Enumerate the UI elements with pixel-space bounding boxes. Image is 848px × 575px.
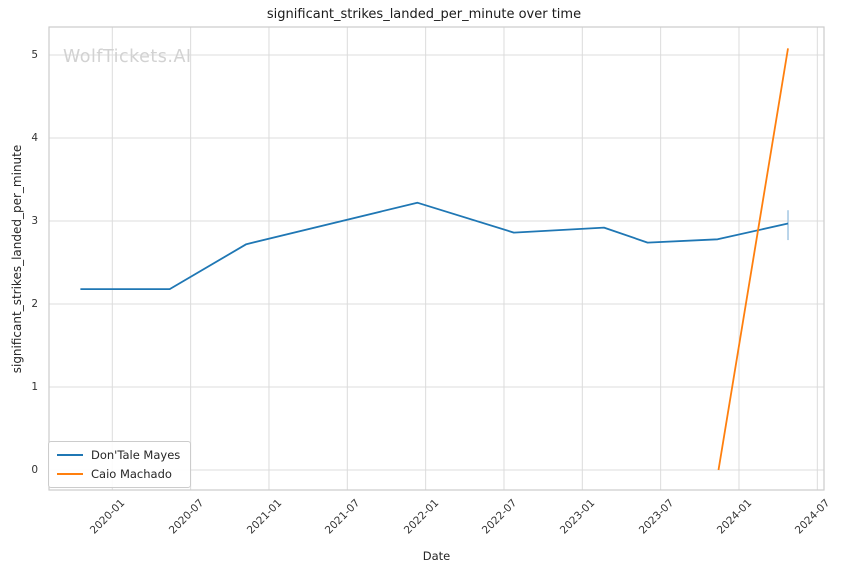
series-line-caio-machado — [717, 48, 789, 471]
y-tick-label: 3 — [31, 215, 38, 227]
plot-border — [48, 26, 825, 491]
y-tick-label: 1 — [31, 381, 38, 393]
legend-line-sample — [57, 454, 83, 456]
legend: Don'Tale Mayes Caio Machado — [48, 441, 192, 488]
y-tick-label: 0 — [31, 464, 38, 476]
y-tick-label: 4 — [31, 132, 38, 144]
legend-line-sample — [57, 473, 83, 475]
chart-title: significant_strikes_landed_per_minute ov… — [266, 7, 582, 22]
legend-label: Don'Tale Mayes — [91, 448, 181, 462]
series-line-don-tale-mayes — [80, 201, 789, 291]
y-axis-label: significant_strikes_landed_per_minute — [10, 144, 24, 374]
y-tick-label: 5 — [31, 49, 38, 61]
legend-item: Don'Tale Mayes — [57, 448, 180, 462]
watermark: WolfTickets.AI — [63, 47, 192, 67]
legend-label: Caio Machado — [91, 467, 172, 481]
y-tick-label: 2 — [31, 298, 38, 310]
legend-item: Caio Machado — [57, 467, 180, 481]
x-axis-label: Date — [422, 549, 451, 563]
